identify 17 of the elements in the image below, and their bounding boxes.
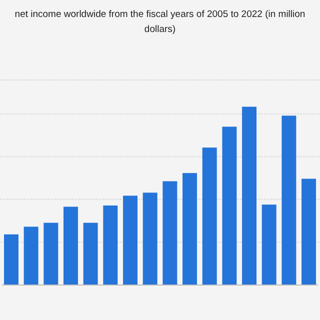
bar bbox=[83, 222, 98, 285]
bar bbox=[4, 234, 18, 285]
bar bbox=[302, 178, 316, 285]
bar bbox=[182, 173, 197, 285]
bar bbox=[162, 181, 178, 285]
bar bbox=[63, 206, 78, 285]
chart-title: net income worldwide from the fiscal years of 2005 to 2022 (in million dollars) bbox=[14, 9, 306, 35]
bar bbox=[282, 116, 296, 285]
bar bbox=[242, 106, 257, 285]
bar bbox=[262, 204, 276, 285]
bar bbox=[44, 222, 58, 285]
bar bbox=[24, 226, 38, 285]
bar bbox=[103, 205, 118, 285]
bar bbox=[123, 196, 138, 285]
bar bbox=[202, 148, 217, 285]
bar bbox=[142, 192, 158, 285]
bar bbox=[222, 126, 237, 285]
